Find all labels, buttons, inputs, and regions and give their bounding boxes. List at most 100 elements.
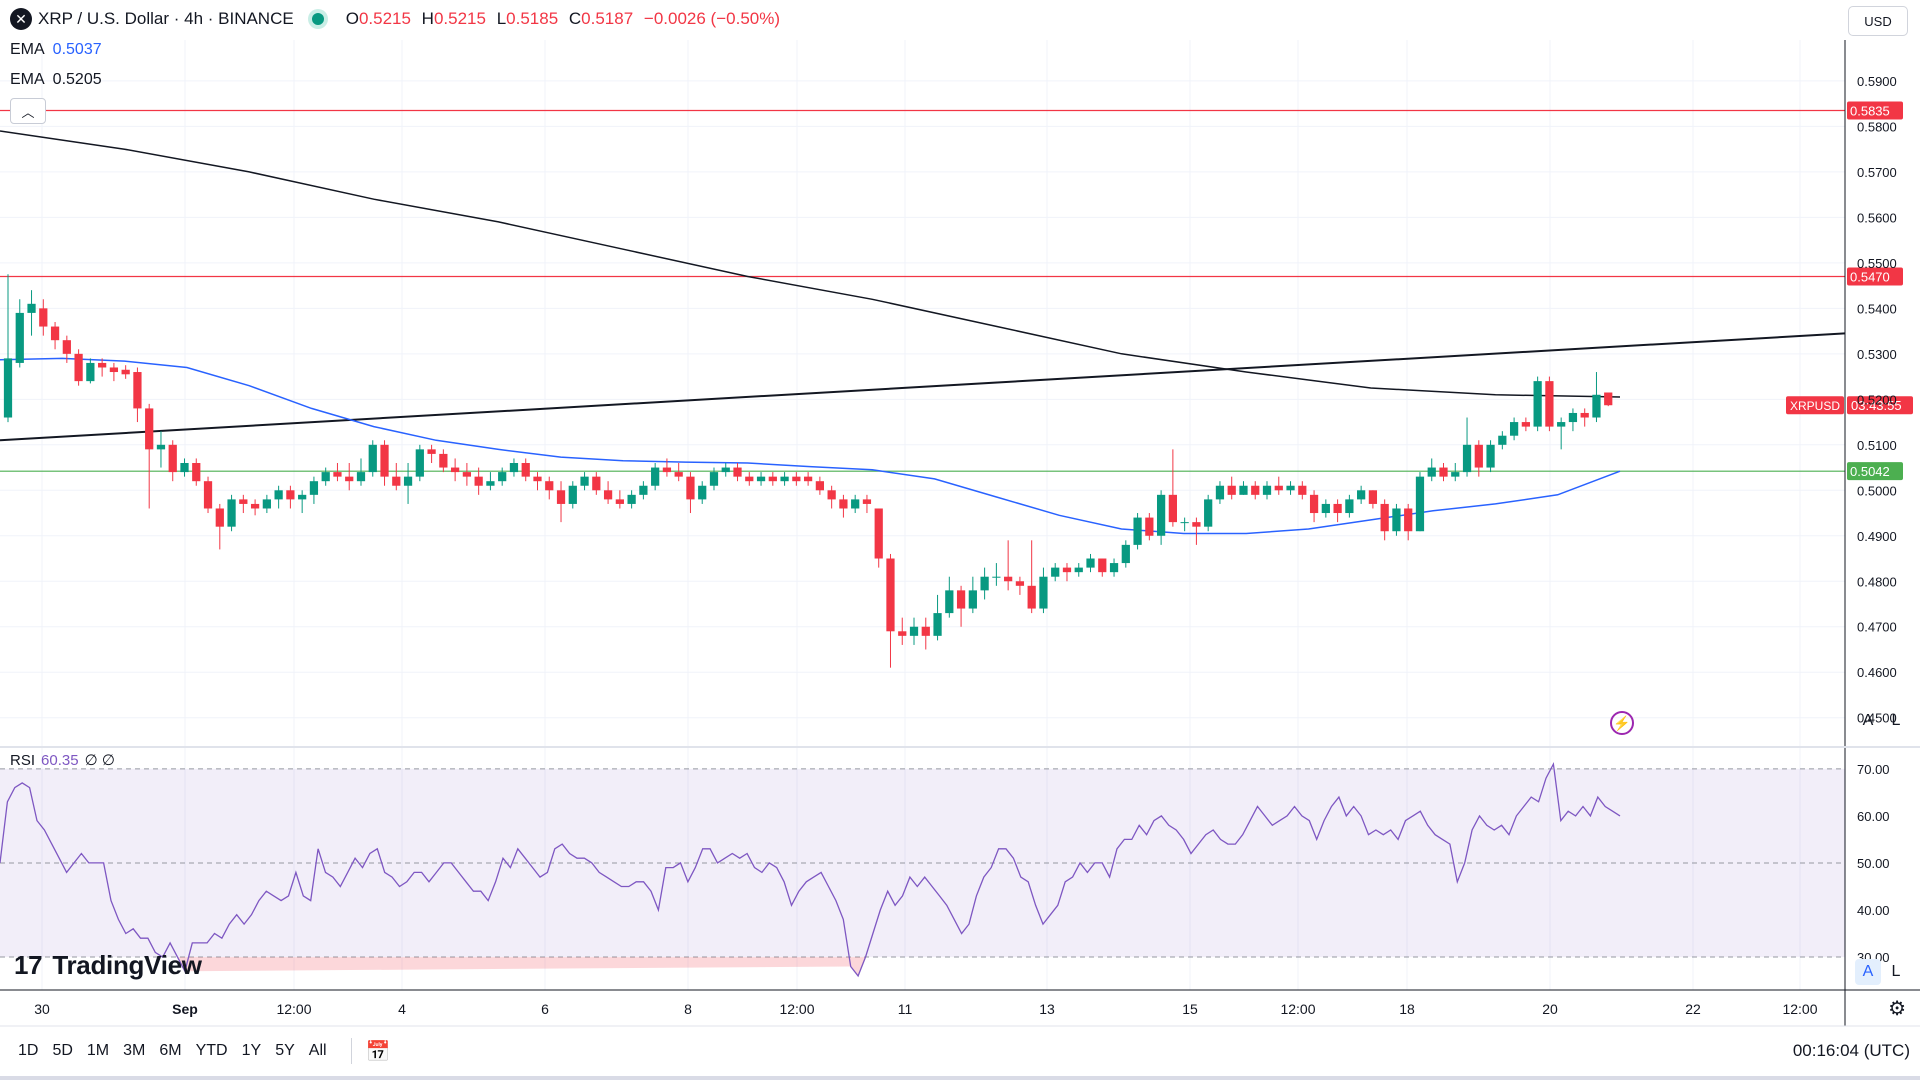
- candle-body: [733, 467, 742, 477]
- candle-body: [1439, 467, 1448, 477]
- candle-body: [1580, 412, 1589, 418]
- candle-body: [592, 476, 601, 491]
- collapse-legend-button[interactable]: ︿: [10, 98, 46, 124]
- ema-slow-legend[interactable]: EMA 0.5205: [10, 71, 102, 89]
- candle-body: [803, 476, 813, 482]
- range-1m[interactable]: 1M: [86, 1042, 110, 1059]
- candle-body: [486, 481, 495, 486]
- candle-body: [1027, 585, 1036, 609]
- time-tick-label: Sep: [172, 1001, 198, 1017]
- candle-body: [1098, 558, 1107, 573]
- ema-layer: [0, 130, 1621, 535]
- candle-body: [1380, 503, 1389, 532]
- candle-body: [639, 485, 648, 495]
- trendline: [0, 332, 1846, 442]
- rsi-param-1: ∅: [84, 752, 98, 769]
- candle-body: [627, 494, 636, 504]
- candle-body: [286, 490, 295, 500]
- ema-fast-name: EMA: [10, 41, 45, 58]
- price-tick-label: 0.4600: [1857, 665, 1897, 680]
- candle-body: [956, 590, 966, 609]
- x-xrp-icon: ✕: [10, 8, 32, 30]
- close-label: C: [568, 9, 582, 28]
- gear-icon[interactable]: ⚙: [1888, 998, 1906, 1020]
- range-3m[interactable]: 3M: [123, 1042, 146, 1059]
- candle-body: [274, 490, 283, 500]
- log-scale-button[interactable]: L: [1891, 712, 1901, 729]
- price-tick-label: 0.5900: [1857, 74, 1897, 89]
- candle-body: [1557, 422, 1566, 427]
- range-ytd[interactable]: YTD: [195, 1042, 228, 1059]
- range-all[interactable]: All: [308, 1042, 327, 1059]
- range-6m[interactable]: 6M: [159, 1042, 182, 1059]
- candle-body: [603, 490, 613, 500]
- rsi-legend[interactable]: RSI 60.35 ∅ ∅: [10, 751, 115, 769]
- candle-body: [1086, 558, 1095, 568]
- candle-body: [686, 476, 695, 500]
- change-value: −0.0026 (−0.50%): [643, 9, 781, 28]
- candle-body: [298, 494, 307, 500]
- candle-body: [1286, 485, 1295, 491]
- rsi-log-scale-button[interactable]: L: [1891, 963, 1901, 980]
- ema-fast-value: 0.5037: [52, 41, 102, 58]
- currency-selector[interactable]: USD: [1848, 6, 1908, 36]
- candle-body: [839, 499, 848, 509]
- candle-body: [1545, 381, 1554, 427]
- tradingview-logo[interactable]: 17 TradingView: [14, 950, 202, 981]
- candle-body: [227, 499, 236, 527]
- range-1y[interactable]: 1Y: [241, 1042, 262, 1059]
- time-tick-label: 12:00: [1782, 1001, 1817, 1017]
- candle-body: [1451, 472, 1460, 477]
- price-tick-label: 0.4500: [1857, 711, 1897, 726]
- candle-body: [1462, 444, 1472, 473]
- symbol-tag: XRPUSD: [1790, 399, 1840, 413]
- time-tick-label: 22: [1685, 1001, 1701, 1017]
- price-tick-label: 0.5700: [1857, 165, 1897, 180]
- rsi-param-2: ∅: [101, 752, 115, 769]
- ema-slow-value: 0.5205: [52, 71, 102, 88]
- calendar-range-icon[interactable]: 📅: [365, 1040, 391, 1063]
- rsi-tick-label: 60.00: [1857, 809, 1890, 824]
- candle-body: [474, 476, 483, 486]
- candle-body: [1262, 485, 1272, 495]
- price-tick-label: 0.5200: [1857, 392, 1897, 407]
- open-value: 0.5215: [358, 9, 411, 28]
- candle-body: [898, 631, 907, 636]
- candle-body: [133, 372, 142, 409]
- candle-body: [1121, 544, 1130, 564]
- ohlc-values: O0.5215 H0.5215 L0.5185 C0.5187 −0.0026 …: [346, 9, 786, 29]
- candle-body: [745, 476, 754, 482]
- candle-body: [86, 362, 95, 382]
- chevron-up-icon: ︿: [21, 104, 35, 120]
- ema-fast-legend[interactable]: EMA 0.5037: [10, 41, 102, 59]
- range-5y[interactable]: 5Y: [275, 1042, 295, 1059]
- rsi-auto-scale-button[interactable]: A: [1855, 959, 1881, 985]
- candle-body: [827, 490, 836, 500]
- candle-body: [1486, 444, 1495, 468]
- candle-body: [1392, 508, 1401, 532]
- price-tick-label: 0.4900: [1857, 529, 1897, 544]
- candle-body: [1239, 485, 1248, 495]
- close-value: 0.5187: [581, 9, 634, 28]
- candle-body: [1321, 503, 1330, 514]
- range-1d[interactable]: 1D: [18, 1042, 39, 1059]
- horizontal-levels: 0.5835 0.5470 0.5042: [0, 101, 1903, 481]
- utc-clock[interactable]: 00:16:04 (UTC): [1792, 1041, 1910, 1060]
- candle-body: [345, 476, 354, 482]
- bottom-strip: [0, 1076, 1920, 1080]
- candle-body: [1227, 485, 1236, 495]
- price-tick-label: 0.5000: [1857, 483, 1897, 498]
- symbol-title[interactable]: XRP / U.S. Dollar · 4h · BINANCE: [38, 9, 294, 28]
- rsi-oversold-fill: [177, 957, 866, 976]
- range-5d[interactable]: 5D: [52, 1042, 73, 1059]
- rsi-tick-label: 70.00: [1857, 762, 1890, 777]
- candle-body: [521, 463, 530, 477]
- candle-body: [851, 499, 860, 509]
- rsi-line: [0, 761, 1621, 978]
- auto-scale-button[interactable]: A: [1862, 712, 1874, 729]
- lightning-icon[interactable]: ⚡: [1610, 711, 1634, 735]
- symbol-legend: ✕ XRP / U.S. Dollar · 4h · BINANCE O0.52…: [10, 8, 786, 30]
- countdown-bg: [1847, 396, 1913, 415]
- time-tick-label: 12:00: [1280, 1001, 1315, 1017]
